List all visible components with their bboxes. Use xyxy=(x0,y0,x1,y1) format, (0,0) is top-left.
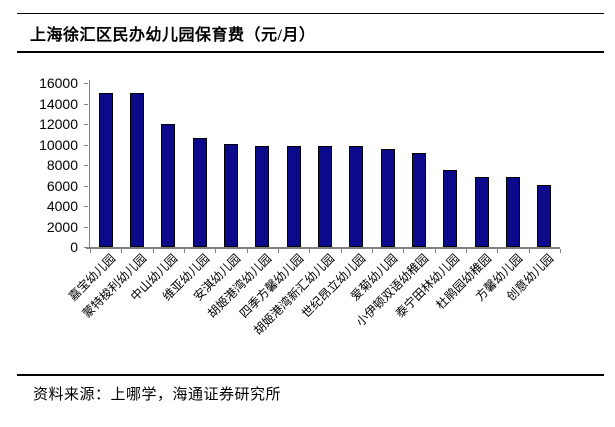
bar xyxy=(537,185,551,247)
y-axis-tick xyxy=(84,227,88,228)
x-axis-tick xyxy=(560,249,561,253)
x-axis-tick xyxy=(529,249,530,253)
y-axis-line xyxy=(89,80,90,248)
x-axis-tick xyxy=(466,249,467,253)
y-axis-label: 0 xyxy=(70,239,78,255)
title-rule xyxy=(17,51,604,53)
bar xyxy=(193,138,207,247)
y-axis-tick xyxy=(84,186,88,187)
bar xyxy=(349,146,363,247)
x-axis-tick xyxy=(403,249,404,253)
bar xyxy=(255,146,269,247)
x-axis-tick xyxy=(372,249,373,253)
y-axis-tick xyxy=(84,206,88,207)
x-axis-tick xyxy=(341,249,342,253)
y-axis-label: 4000 xyxy=(46,198,78,214)
bar xyxy=(161,124,175,247)
y-axis-label: 10000 xyxy=(39,137,78,153)
y-axis-tick xyxy=(84,247,88,248)
bar xyxy=(443,170,457,247)
x-axis-tick xyxy=(153,249,154,253)
bar xyxy=(412,153,426,247)
bar xyxy=(287,146,301,247)
bar xyxy=(99,93,113,247)
x-axis-tick xyxy=(215,249,216,253)
y-axis-label: 16000 xyxy=(39,75,78,91)
x-axis-tick xyxy=(121,249,122,253)
x-axis-tick xyxy=(247,249,248,253)
y-axis-tick xyxy=(84,165,88,166)
x-axis-tick xyxy=(90,249,91,253)
bar xyxy=(318,146,332,247)
y-axis-tick xyxy=(84,104,88,105)
bar xyxy=(381,149,395,247)
x-axis-line xyxy=(86,247,560,249)
bar xyxy=(506,177,520,247)
y-axis-label: 6000 xyxy=(46,178,78,194)
x-axis-tick xyxy=(309,249,310,253)
y-axis-label: 8000 xyxy=(46,157,78,173)
chart-title: 上海徐汇区民办幼儿园保育费（元/月） xyxy=(30,27,316,44)
y-axis-label: 12000 xyxy=(39,116,78,132)
x-axis-tick xyxy=(497,249,498,253)
y-axis-label: 14000 xyxy=(39,96,78,112)
top-rule xyxy=(17,13,604,14)
bar xyxy=(475,177,489,247)
x-axis-tick xyxy=(435,249,436,253)
y-axis-tick xyxy=(84,145,88,146)
y-axis-tick xyxy=(84,83,88,84)
bar xyxy=(224,144,238,247)
y-axis-label: 2000 xyxy=(46,219,78,235)
source-note: 资料来源：上哪学，海通证券研究所 xyxy=(33,387,282,403)
bar xyxy=(130,93,144,247)
x-axis-tick xyxy=(184,249,185,253)
footer-rule xyxy=(17,374,604,376)
x-axis-tick xyxy=(278,249,279,253)
y-axis-tick xyxy=(84,124,88,125)
